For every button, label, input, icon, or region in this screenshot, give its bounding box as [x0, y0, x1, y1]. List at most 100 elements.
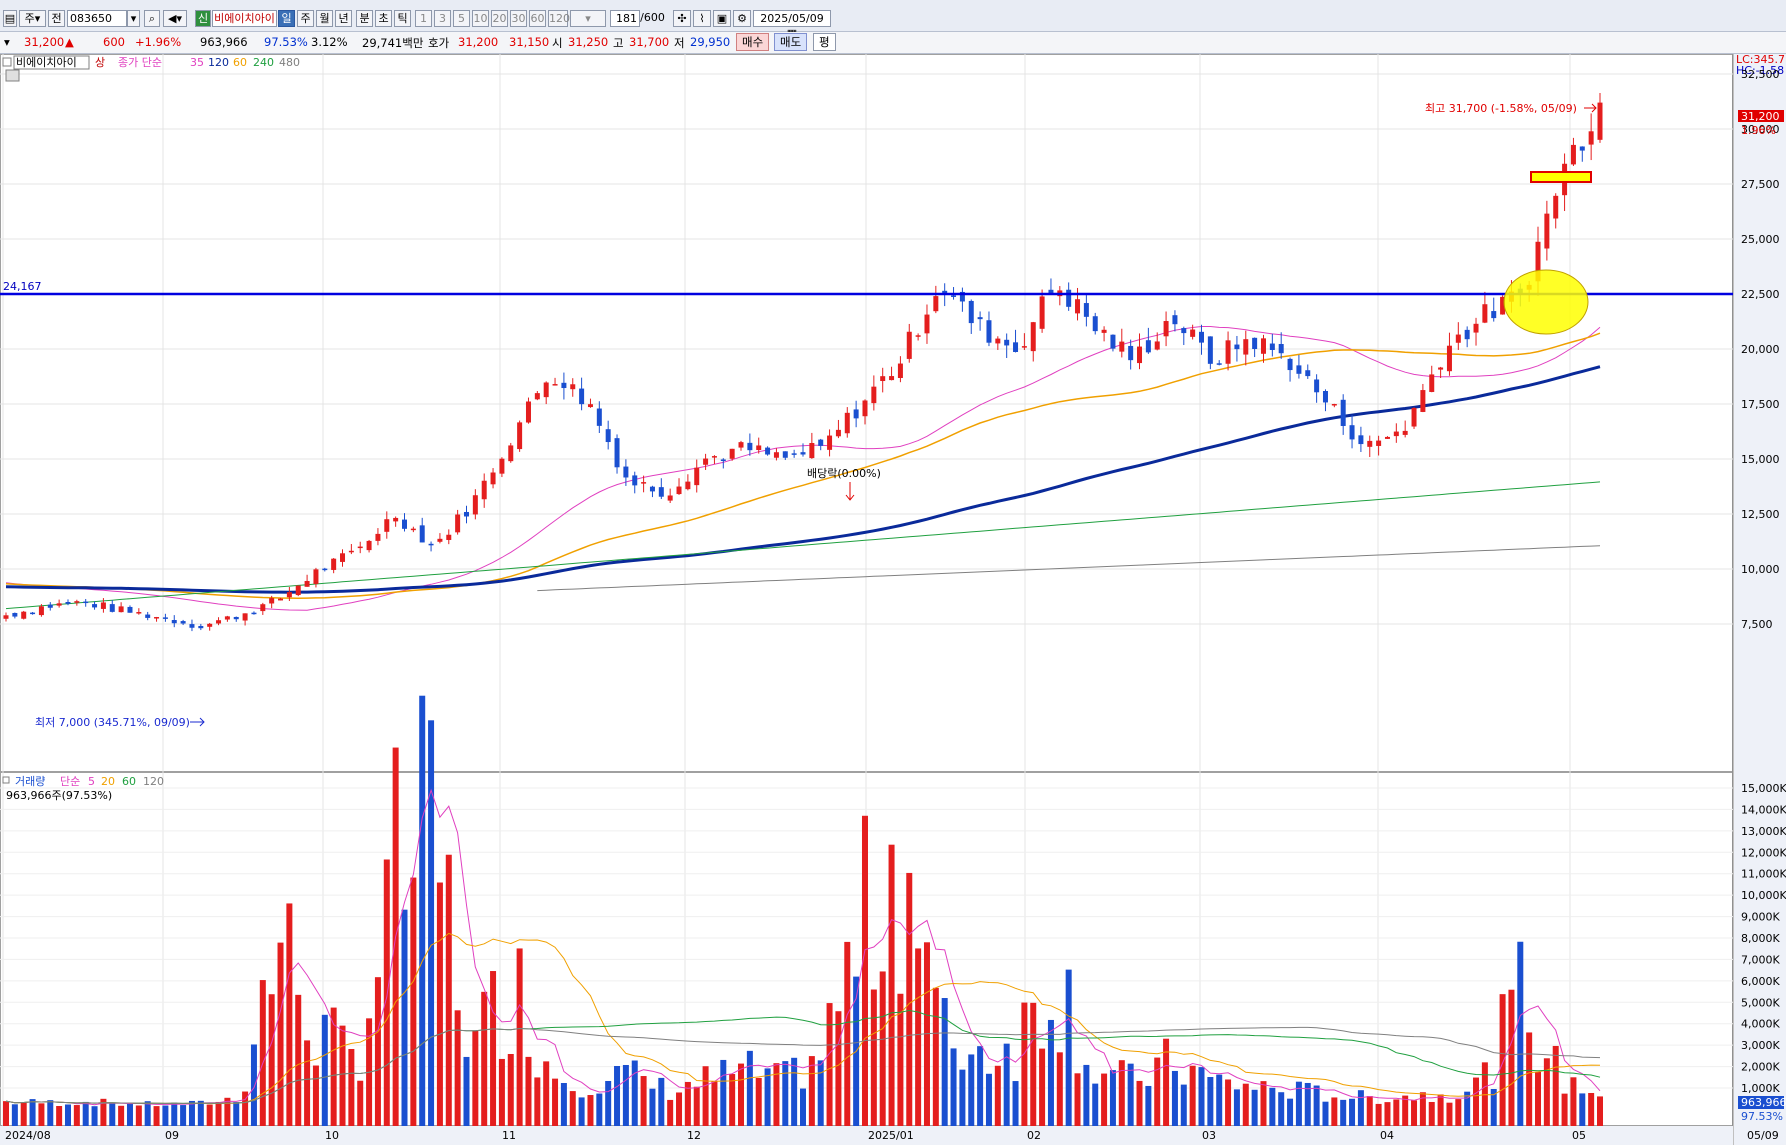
candle-body [295, 585, 301, 596]
volume-bar [295, 994, 302, 1126]
candle-body [1376, 440, 1382, 446]
volume-bar [684, 1081, 691, 1126]
vol-ma20-line[interactable] [5, 932, 1601, 1105]
interval-5[interactable]: 5 [453, 10, 470, 27]
highlight-ellipse[interactable] [1503, 269, 1589, 335]
date-field[interactable]: 2025/05/09 ▦ [753, 10, 831, 40]
sell-button[interactable]: 매도 [774, 33, 808, 51]
interval-1[interactable]: 1 [415, 10, 432, 27]
volume-bar [915, 948, 922, 1126]
menu-icon[interactable]: ▤ [3, 10, 17, 27]
tab-daily[interactable]: 일 [278, 10, 295, 27]
interval-60[interactable]: 60 [529, 10, 546, 27]
candle-body [649, 486, 655, 492]
candle-body [393, 517, 399, 522]
volume-bar [516, 948, 523, 1126]
candle-body [862, 400, 868, 417]
vol-ma120-line[interactable] [5, 1026, 1601, 1104]
tab-second[interactable]: 초 [375, 10, 392, 27]
tab-yearly[interactable]: 년 [335, 10, 352, 27]
volume-tick: 1,000K [1741, 1082, 1780, 1095]
candle-body [720, 459, 726, 461]
volume-ma-lines [5, 788, 1601, 1106]
chevron-down-icon[interactable]: ▾ [4, 35, 10, 49]
volume-bar [1154, 1057, 1161, 1126]
highlight-box[interactable] [1530, 171, 1592, 183]
interval-120[interactable]: 120 [548, 10, 570, 27]
volume-bar [330, 1007, 337, 1126]
ma240-line[interactable] [5, 481, 1601, 610]
candle-body [986, 320, 992, 343]
low-label: 저 [674, 36, 685, 50]
volume-bar [861, 815, 868, 1126]
stock-name-field[interactable]: 비에이치아이 [212, 10, 277, 27]
candle-body [561, 382, 567, 389]
volume-bar [693, 1086, 700, 1126]
interval-30[interactable]: 30 [510, 10, 527, 27]
draw-tool-icon[interactable]: ⌇ [693, 10, 711, 27]
volume-bar [755, 1077, 762, 1126]
ma480-line[interactable] [537, 545, 1601, 592]
crosshair-icon[interactable]: ✣ [673, 10, 691, 27]
stock-code-input[interactable]: 083650 [67, 10, 127, 27]
interval-10[interactable]: 10 [472, 10, 489, 27]
candle-body [596, 408, 602, 426]
legend-toggle-icon[interactable] [2, 57, 12, 67]
candle-body [570, 384, 576, 390]
ma120-line[interactable] [5, 365, 1601, 594]
grid-toggle-icon[interactable] [5, 69, 20, 82]
candle-body [171, 620, 177, 624]
interval-3[interactable]: 3 [434, 10, 451, 27]
candle-body [109, 604, 115, 612]
tab-tick[interactable]: 틱 [394, 10, 411, 27]
candle-body [189, 624, 195, 628]
volume-tag-pct: 97.53% [1741, 1110, 1783, 1123]
candle-body [490, 472, 496, 485]
candle-body [1349, 425, 1355, 440]
buy-button[interactable]: 매수 [736, 33, 770, 51]
candle-body [410, 528, 416, 531]
interval-20[interactable]: 20 [491, 10, 508, 27]
volume-bar [1216, 1074, 1223, 1126]
candle-body [1446, 345, 1452, 372]
count-input[interactable]: 181 [610, 10, 640, 27]
volume-legend-toggle-icon[interactable] [2, 776, 10, 784]
candle-body [207, 623, 213, 627]
volume-bar [817, 1060, 824, 1126]
chevron-down-icon[interactable]: ▾ [127, 10, 140, 27]
tab-minute[interactable]: 분 [356, 10, 373, 27]
volume-bar [1101, 1073, 1108, 1126]
search-icon[interactable]: ⌕ [144, 10, 160, 27]
volume-bar [764, 1068, 771, 1126]
volume-bar [1304, 1082, 1311, 1126]
volume-bar [454, 1010, 461, 1126]
tab-weekly[interactable]: 주 [297, 10, 314, 27]
candle-body [641, 482, 647, 484]
volume-bar [215, 1101, 222, 1126]
stock-chart[interactable]: 24,167 비에이치아이 상 종가 단순 35 120 60 240 480 … [0, 54, 1786, 1145]
volume-bar [720, 1059, 727, 1126]
save-icon[interactable]: ▣ [713, 10, 731, 27]
candle-body [517, 422, 523, 450]
volume-bar [383, 859, 390, 1126]
interval-dropdown[interactable]: ▾ [570, 10, 606, 27]
average-button[interactable]: 평 [813, 33, 836, 51]
speaker-icon[interactable]: ◀▾ [163, 10, 187, 27]
candle-body [3, 615, 9, 619]
gear-icon[interactable]: ⚙ [733, 10, 751, 27]
volume-bar [1340, 1099, 1347, 1126]
candle-body [402, 519, 407, 529]
vol-ma5-line[interactable] [5, 788, 1601, 1106]
candle-body [844, 412, 850, 434]
volume-bar [1163, 1038, 1170, 1126]
candle-body [1322, 391, 1328, 403]
market-button[interactable]: 전 [48, 10, 65, 27]
volume-bar [1295, 1081, 1302, 1126]
candle-body [384, 519, 390, 532]
candle-body [1500, 296, 1506, 315]
volume-bar [658, 1077, 665, 1126]
period-type-select[interactable]: 주▾ [19, 10, 46, 27]
price-tick: 30,000 [1741, 123, 1780, 136]
tab-monthly[interactable]: 월 [316, 10, 333, 27]
candle-body [224, 616, 230, 620]
